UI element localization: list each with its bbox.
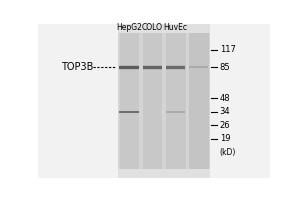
Bar <box>210 24 270 178</box>
Text: 19: 19 <box>220 134 230 143</box>
Text: 48: 48 <box>220 94 230 103</box>
Bar <box>119 66 139 69</box>
Text: COLO: COLO <box>142 23 163 32</box>
Text: 34: 34 <box>220 107 230 116</box>
Bar <box>142 68 162 70</box>
Bar <box>189 66 208 68</box>
Bar <box>189 33 209 169</box>
Bar <box>119 65 139 66</box>
Bar <box>166 111 185 113</box>
Bar <box>118 33 210 169</box>
Bar <box>120 33 139 169</box>
Bar <box>119 68 139 70</box>
Bar <box>143 33 162 169</box>
Bar <box>142 65 162 66</box>
Bar <box>166 33 185 169</box>
Text: (kD): (kD) <box>220 148 236 157</box>
Text: 85: 85 <box>220 63 230 72</box>
Bar <box>166 65 185 66</box>
Text: 117: 117 <box>220 45 236 54</box>
Text: 26: 26 <box>220 121 230 130</box>
Text: HuvEc: HuvEc <box>164 23 188 32</box>
Bar <box>142 66 162 69</box>
Bar <box>38 24 118 178</box>
Bar <box>166 66 185 69</box>
Text: TOP3B: TOP3B <box>61 62 93 72</box>
Bar <box>166 68 185 70</box>
Text: HepG2: HepG2 <box>116 23 142 32</box>
Bar <box>119 111 139 113</box>
